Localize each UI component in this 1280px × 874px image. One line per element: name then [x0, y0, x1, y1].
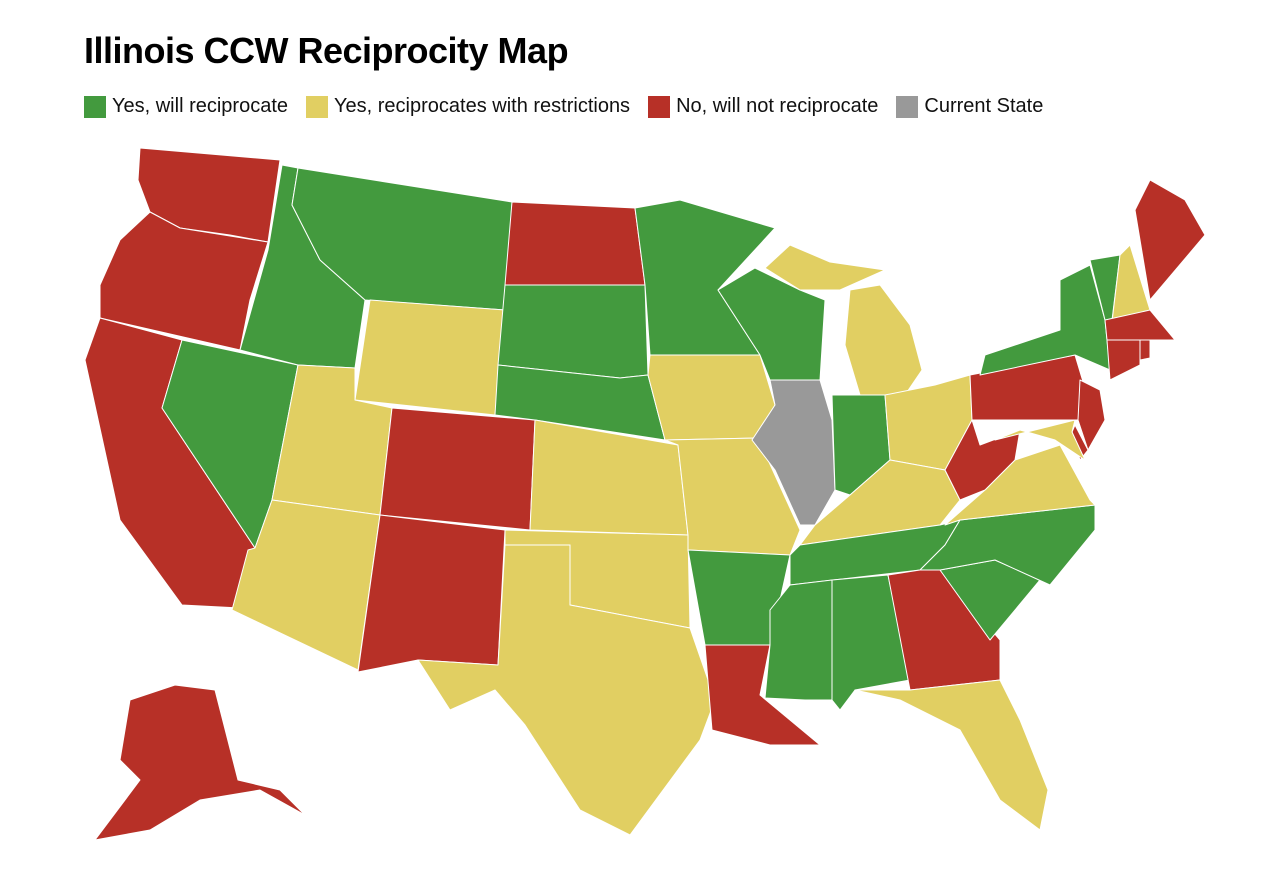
legend-item: Current State — [896, 95, 1043, 118]
state — [764, 244, 886, 291]
legend-swatch — [84, 95, 106, 118]
state — [944, 419, 1021, 501]
legend-swatch — [896, 95, 919, 118]
state — [354, 299, 506, 416]
state — [647, 354, 776, 441]
map-title: Illinois CCW Reciprocity Map — [84, 30, 569, 71]
state — [944, 444, 1096, 526]
state — [717, 267, 826, 381]
legend-swatch — [306, 95, 329, 118]
state — [357, 514, 506, 673]
state — [1077, 379, 1106, 451]
legend-item: No, will not reciprocate — [648, 95, 878, 118]
state — [854, 679, 1049, 831]
legend-label: Yes, will reciprocate — [112, 95, 289, 117]
legend-item: Yes, will reciprocate — [84, 95, 288, 118]
state — [497, 284, 649, 379]
state — [994, 419, 1086, 461]
legend: Yes, will reciprocate Yes, reciprocates w… — [84, 95, 1043, 118]
legend-label: No, will not reciprocate — [676, 95, 879, 117]
state — [1104, 309, 1176, 341]
state — [979, 264, 1111, 376]
state — [94, 684, 306, 841]
state — [504, 201, 646, 286]
legend-item: Yes, reciprocates with restrictions — [306, 95, 630, 118]
legend-label: Yes, reciprocates with restrictions — [334, 95, 631, 117]
state — [417, 544, 716, 836]
state — [379, 407, 536, 531]
state — [844, 284, 923, 396]
legend-swatch — [648, 95, 671, 118]
state — [1134, 179, 1206, 301]
state — [919, 504, 1096, 586]
legend-label: Current State — [924, 95, 1044, 117]
state — [799, 459, 961, 546]
state — [751, 379, 836, 526]
state — [1139, 339, 1151, 361]
state — [1106, 339, 1141, 381]
